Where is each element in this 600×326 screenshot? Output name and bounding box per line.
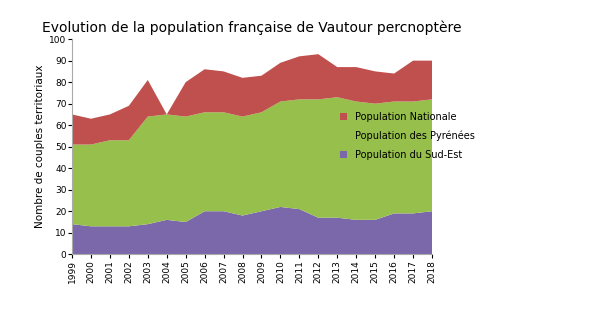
- Title: Evolution de la population française de Vautour percnoptère: Evolution de la population française de …: [42, 21, 462, 35]
- Legend: Population Nationale, Population des Pyrénées, Population du Sud-Est: Population Nationale, Population des Pyr…: [340, 112, 475, 160]
- Y-axis label: Nombre de couples territoriaux: Nombre de couples territoriaux: [35, 65, 45, 229]
